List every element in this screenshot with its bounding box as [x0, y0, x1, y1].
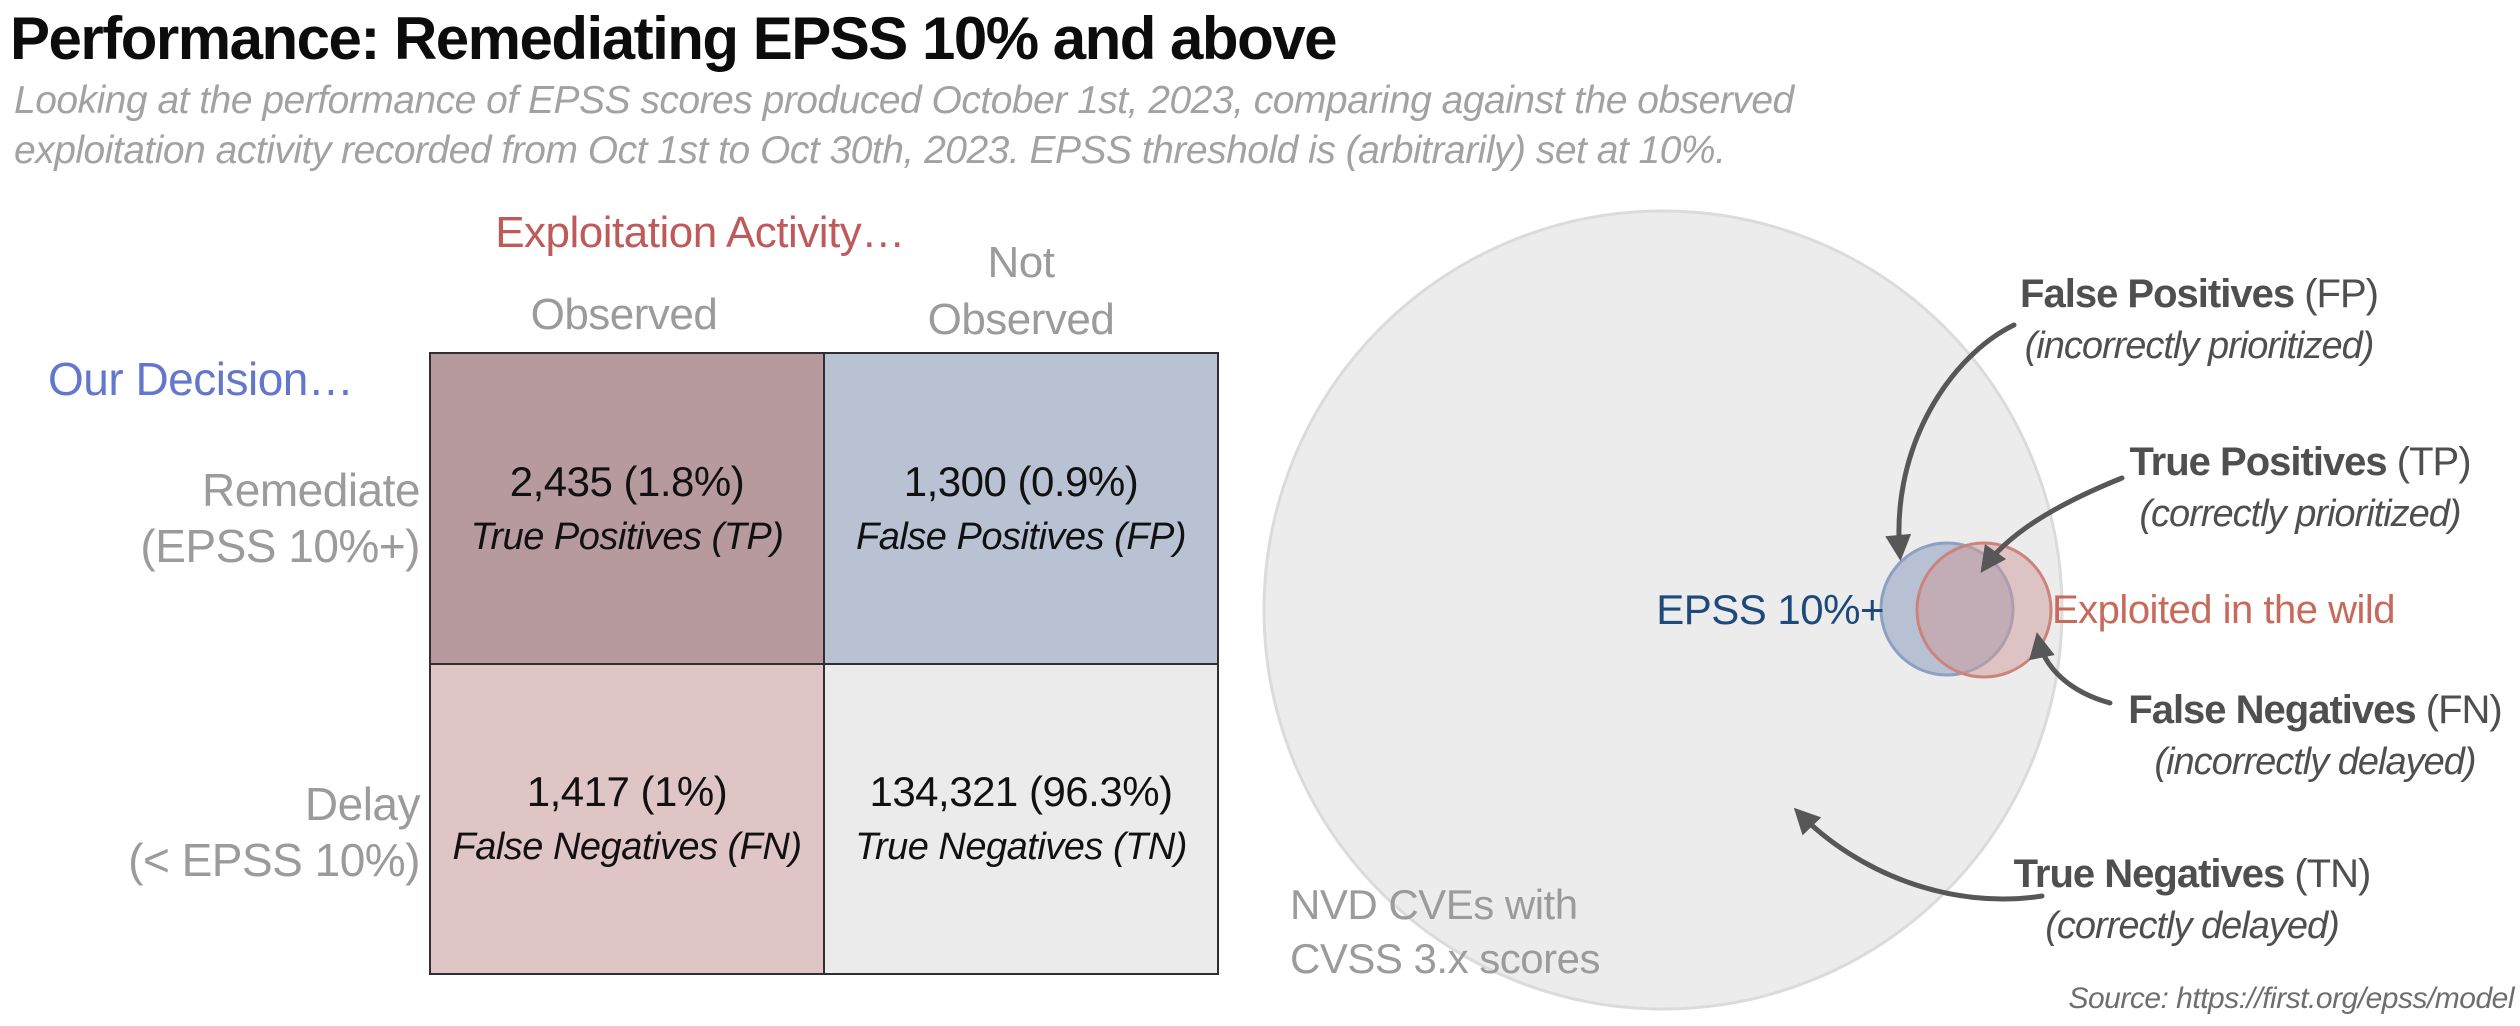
- annotation-tn-bold: True Negatives: [2013, 852, 2286, 896]
- subtitle-line-1: Looking at the performance of EPSS score…: [14, 79, 1794, 122]
- page-title: Performance: Remediating EPSS 10% and ab…: [10, 5, 1337, 72]
- annotation-tp-sub: (correctly prioritized): [2139, 493, 2461, 535]
- row-header-delay-line2: (< EPSS 10%): [128, 834, 420, 886]
- annotation-fn-paren: (FN): [2415, 688, 2503, 732]
- row-header-remediate-line1: Remediate: [202, 464, 420, 516]
- annotation-fn-sub: (incorrectly delayed): [2154, 741, 2476, 783]
- tp-value: 2,435 (1.8%): [509, 457, 745, 505]
- tn-label: True Negatives (TN): [855, 826, 1187, 869]
- annotation-true-positives: True Positives (TP) (correctly prioritiz…: [2050, 436, 2520, 540]
- axis-label-exploitation-activity: Exploitation Activity…: [495, 208, 905, 257]
- annotation-fp-bold: False Positives: [2020, 272, 2295, 316]
- annotation-true-negatives: True Negatives (TN) (correctly delayed): [1942, 848, 2442, 952]
- row-header-delay: Delay (< EPSS 10%): [118, 776, 420, 888]
- page-subtitle: Looking at the performance of EPSS score…: [14, 76, 2014, 176]
- row-header-delay-line1: Delay: [304, 778, 421, 830]
- universe-label-line2: CVSS 3.x scores: [1290, 935, 1600, 982]
- epss-circle: [1879, 541, 2015, 677]
- matrix-cell-false-negatives: 1,417 (1%) False Negatives (FN): [431, 664, 823, 973]
- axis-label-our-decision: Our Decision…: [48, 353, 354, 405]
- annotation-fp-sub: (incorrectly prioritized): [2024, 325, 2375, 367]
- annotation-false-positives: False Positives (FP) (incorrectly priori…: [1949, 268, 2449, 372]
- row-header-remediate: Remediate (EPSS 10%+): [118, 462, 420, 574]
- matrix-cell-true-positives: 2,435 (1.8%) True Positives (TP): [431, 354, 823, 663]
- annotation-tn-title: True Negatives (TN): [1942, 848, 2442, 900]
- source-note: Source: https://first.org/epss/model: [2068, 982, 2514, 1015]
- annotation-fn-bold: False Negatives: [2128, 688, 2416, 732]
- annotation-fp-title: False Positives (FP): [1949, 268, 2449, 320]
- annotation-tp-bold: True Positives: [2129, 440, 2387, 484]
- annotation-tn-paren: (TN): [2284, 852, 2371, 896]
- universe-label-line1: NVD CVEs with: [1290, 881, 1578, 928]
- tn-value: 134,321 (96.3%): [869, 768, 1173, 816]
- subtitle-line-2: exploitation activity recorded from Oct …: [14, 129, 1726, 172]
- annotation-tp-paren: (TP): [2386, 440, 2472, 484]
- exploited-circle: [1915, 541, 2053, 679]
- column-header-observed: Observed: [530, 290, 718, 339]
- matrix-cell-true-negatives: 134,321 (96.3%) True Negatives (TN): [825, 664, 1217, 973]
- fn-value: 1,417 (1%): [526, 768, 728, 816]
- universe-label-nvd-cves: NVD CVEs with CVSS 3.x scores: [1290, 878, 1710, 986]
- tp-label: True Positives (TP): [470, 515, 784, 558]
- annotation-tn-sub: (correctly delayed): [2045, 905, 2340, 947]
- exploited-circle-label: Exploited in the wild: [2052, 588, 2396, 632]
- row-header-remediate-line2: (EPSS 10%+): [140, 520, 420, 572]
- column-header-not-observed: Not Observed: [927, 238, 1115, 344]
- fn-label: False Negatives (FN): [452, 826, 802, 869]
- annotation-fn-title: False Negatives (FN): [2065, 684, 2520, 736]
- matrix-cell-false-positives: 1,300 (0.9%) False Positives (FP): [825, 354, 1217, 663]
- annotation-fp-paren: (FP): [2294, 272, 2379, 316]
- epss-circle-label: EPSS 10%+: [1656, 586, 1884, 633]
- fp-value: 1,300 (0.9%): [903, 457, 1139, 505]
- annotation-false-negatives: False Negatives (FN) (incorrectly delaye…: [2065, 684, 2520, 788]
- annotation-tp-title: True Positives (TP): [2050, 436, 2520, 488]
- fp-label: False Positives (FP): [856, 515, 1186, 558]
- confusion-matrix: 2,435 (1.8%) True Positives (TP) 1,300 (…: [429, 352, 1219, 975]
